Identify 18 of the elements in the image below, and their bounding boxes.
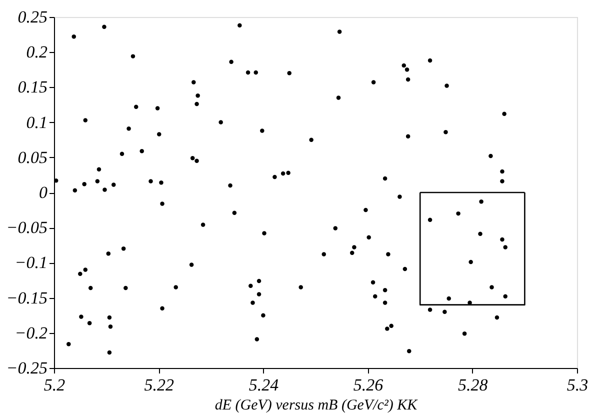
x-tick-label: 5.2 [44, 376, 66, 394]
x-tick-label: 5.3 [566, 376, 588, 394]
x-tick-label: 5.22 [144, 376, 174, 394]
y-tick-label: 0.15 [18, 78, 48, 97]
x-tick-label: 5.26 [353, 376, 384, 394]
y-tick-label: 0.25 [18, 8, 48, 26]
y-tick-label: −0.15 [6, 288, 48, 308]
y-tick-label: −0.1 [14, 253, 48, 272]
y-tick-label: −0.2 [14, 323, 48, 342]
y-tick-label: 0.1 [26, 112, 48, 132]
y-tick-label: 0 [39, 183, 48, 202]
x-tick-label: 5.28 [458, 376, 488, 394]
y-tick-label: −0.05 [6, 218, 48, 238]
y-tick-label: 0.05 [18, 148, 48, 167]
x-tick-label: 5.24 [248, 376, 280, 394]
y-tick-label: −0.25 [6, 358, 48, 378]
x-axis-title: dE (GeV) versus mB (GeV/c²) KK [214, 398, 418, 414]
y-tick-label: 0.2 [26, 42, 48, 62]
